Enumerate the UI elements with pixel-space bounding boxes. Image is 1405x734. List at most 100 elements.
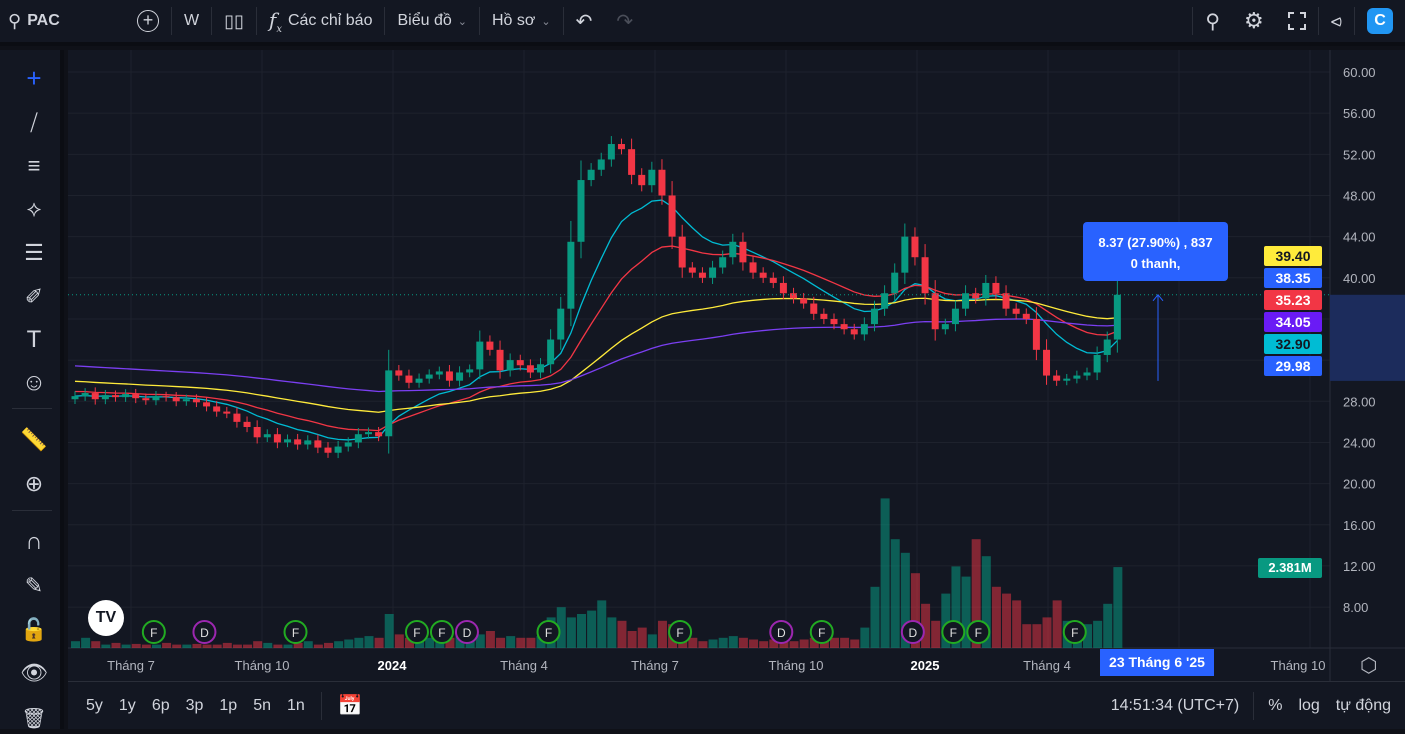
candle <box>779 276 787 300</box>
event-circle[interactable] <box>141 620 166 644</box>
divider <box>255 7 257 35</box>
event-marker-D[interactable]: D <box>454 620 479 644</box>
candle <box>516 354 524 371</box>
volume-bar <box>799 639 809 648</box>
brush-tool[interactable]: ✐ <box>18 281 50 313</box>
volume-bar <box>759 641 769 648</box>
candle <box>456 366 464 387</box>
share-button[interactable]: ⪦ <box>1319 6 1354 36</box>
ma-fast-line <box>74 199 1118 441</box>
range-5d[interactable]: 5n <box>253 696 271 714</box>
event-circle[interactable] <box>429 620 454 644</box>
event-marker-F[interactable]: F <box>941 620 966 644</box>
timezone-button[interactable]: 14:51:34 (UTC+7) <box>1110 696 1240 714</box>
range-1m[interactable]: 1p <box>219 696 238 714</box>
log-toggle[interactable]: log <box>1298 696 1320 714</box>
quick-search-button[interactable]: ⚲ <box>1193 6 1232 36</box>
crosshair-tool[interactable]: + <box>18 62 50 94</box>
divider <box>12 510 52 511</box>
candle <box>577 160 585 259</box>
measure-tool[interactable]: 📏 <box>18 424 50 456</box>
candle <box>395 365 403 381</box>
compare-button[interactable]: + <box>125 6 171 36</box>
profile-menu[interactable]: Hồ sơ ⌄ <box>480 6 563 36</box>
undo-button[interactable]: ↶ <box>564 6 605 36</box>
range-3m[interactable]: 3p <box>185 696 204 714</box>
volume-bar <box>384 614 394 648</box>
lock-all-tool[interactable]: 🔓 <box>18 614 50 646</box>
divider <box>562 7 564 35</box>
event-circle[interactable] <box>283 620 308 644</box>
event-marker-D[interactable]: D <box>769 620 794 644</box>
event-marker-F[interactable]: F <box>1062 620 1087 644</box>
event-marker-F[interactable]: F <box>283 620 308 644</box>
chart-menu[interactable]: Biểu đồ ⌄ <box>385 6 478 36</box>
event-marker-F[interactable]: F <box>429 620 454 644</box>
zoom-tool[interactable]: ⊕ <box>18 468 50 500</box>
event-circle[interactable] <box>1062 620 1087 644</box>
chart-pane[interactable]: 60.0056.0052.0048.0044.0040.0036.0032.00… <box>68 50 1405 681</box>
symbol-search[interactable]: ⚲ PAC <box>0 6 125 36</box>
magnet-tool[interactable]: ∩ <box>18 526 50 558</box>
volume-bar <box>627 631 637 648</box>
indicators-label: Các chỉ báo <box>287 12 373 29</box>
settings-button[interactable]: ⚙ <box>1232 6 1276 36</box>
goto-date-button[interactable]: 📅 <box>330 693 371 718</box>
event-marker-F[interactable]: F <box>668 620 693 644</box>
axis-settings-button[interactable]: ⬡ <box>1360 653 1377 678</box>
event-circle[interactable] <box>809 620 834 644</box>
price-tick-label: 12.00 <box>1343 559 1376 574</box>
text-tool[interactable]: T <box>18 324 50 356</box>
event-marker-F[interactable]: F <box>966 620 991 644</box>
prediction-tool[interactable]: ☰ <box>18 237 50 269</box>
range-1d[interactable]: 1n <box>287 696 305 714</box>
candle-body <box>71 396 79 400</box>
emoji-tool[interactable]: ☺ <box>18 367 50 399</box>
tradingview-logo[interactable]: TV <box>88 600 124 636</box>
candle <box>526 359 534 379</box>
brand-logo[interactable]: C <box>1355 6 1405 36</box>
fib-tool[interactable]: ≡ <box>18 150 50 182</box>
range-1y[interactable]: 1y <box>118 696 136 714</box>
event-marker-D[interactable]: D <box>192 620 217 644</box>
indicators-button[interactable]: fx Các chỉ báo <box>257 6 385 36</box>
candle <box>496 340 504 379</box>
chart-type-button[interactable]: ▯▯ <box>212 6 256 36</box>
event-circle[interactable] <box>966 620 991 644</box>
event-circle[interactable] <box>668 620 693 644</box>
event-circle[interactable] <box>192 620 217 644</box>
auto-scale-toggle[interactable]: tự động <box>1335 696 1391 714</box>
candle <box>719 250 727 274</box>
divider <box>478 7 480 35</box>
price-tick-label: 48.00 <box>1343 188 1376 203</box>
event-label: F <box>975 626 982 640</box>
event-circle[interactable] <box>900 620 925 644</box>
redo-button[interactable]: ↷ <box>604 6 645 36</box>
fullscreen-button[interactable] <box>1276 6 1318 36</box>
price-chart[interactable]: 60.0056.0052.0048.0044.0040.0036.0032.00… <box>68 50 1405 681</box>
event-circle[interactable] <box>769 620 794 644</box>
interval-button[interactable]: W <box>172 6 211 36</box>
delete-tool[interactable]: 🗑 <box>18 702 50 734</box>
event-circle[interactable] <box>404 620 429 644</box>
event-marker-D[interactable]: D <box>900 620 925 644</box>
candle <box>850 323 858 340</box>
volume-bar <box>222 642 232 648</box>
hide-tool[interactable]: 👁 <box>18 657 50 689</box>
drawing-toolbar: + ⧸ ≡ ⟡ ☰ ✐ T ☺ 📏 ⊕ ∩ ✎ 🔓 👁 🗑 <box>0 50 64 730</box>
event-marker-F[interactable]: F <box>536 620 561 644</box>
lock-drawing-tool[interactable]: ✎ <box>18 570 50 602</box>
percent-toggle[interactable]: % <box>1268 696 1283 714</box>
event-marker-F[interactable]: F <box>809 620 834 644</box>
range-5y[interactable]: 5y <box>86 696 103 714</box>
pattern-tool[interactable]: ⟡ <box>18 193 50 225</box>
range-6m[interactable]: 6p <box>151 696 170 714</box>
event-marker-F[interactable]: F <box>141 620 166 644</box>
candle <box>617 138 625 155</box>
candle <box>233 407 241 428</box>
trend-line-tool[interactable]: ⧸ <box>18 107 50 139</box>
event-marker-F[interactable]: F <box>404 620 429 644</box>
event-circle[interactable] <box>941 620 966 644</box>
event-circle[interactable] <box>536 620 561 644</box>
event-circle[interactable] <box>454 620 479 644</box>
